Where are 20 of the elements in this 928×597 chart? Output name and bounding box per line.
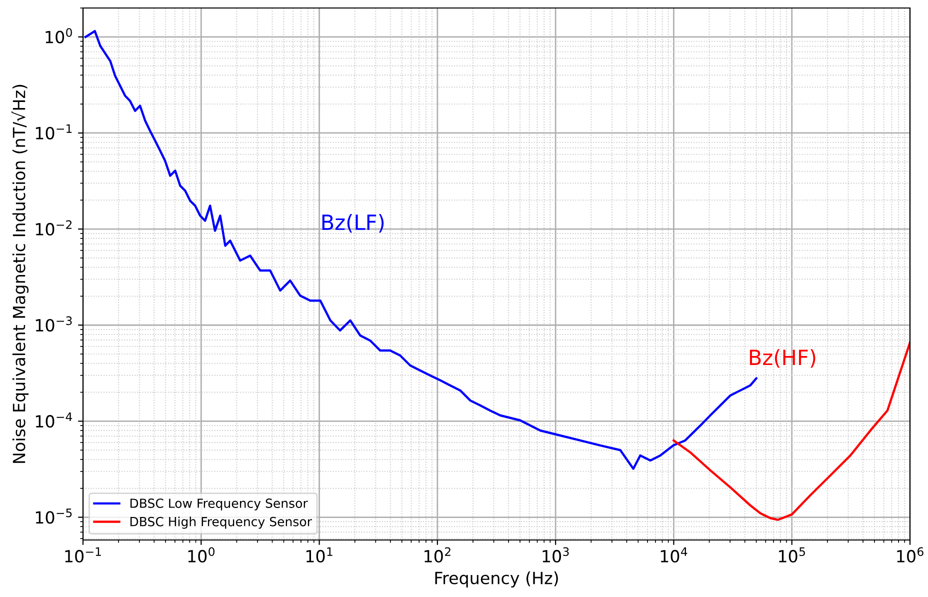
y-tick-label: 10$^{0}$: [46, 28, 72, 44]
x-tick-label: 10$^{3}$: [542, 547, 569, 562]
x-tick-label: 10$^{2}$: [424, 547, 450, 562]
y-tick-label: 10$^{−4}$: [36, 412, 72, 428]
y-tick-label: 10$^{−3}$: [36, 316, 72, 332]
x-tick-label: 10$^{1}$: [306, 547, 332, 563]
y-tick-label: 10$^{−1}$: [36, 124, 72, 140]
annotation: Bz(HF): [750, 349, 816, 368]
x-axis-title: Frequency (Hz): [435, 571, 558, 588]
legend-label: DBSC High Frequency Sensor: [130, 516, 312, 529]
legend-label: DBSC Low Frequency Sensor: [130, 498, 308, 510]
annotation: Bz(LF): [322, 214, 384, 233]
y-tick-label: 10$^{−2}$: [36, 220, 72, 236]
y-axis-title: Noise Equivalent Magnetic Induction (nT/√Hz): [12, 84, 29, 463]
x-tick-label: 10$^{0}$: [188, 547, 214, 562]
x-tick-label: 10$^{−1}$: [65, 547, 101, 563]
x-tick-label: 10$^{4}$: [660, 547, 688, 563]
y-tick-label: 10$^{−5}$: [36, 508, 72, 524]
x-tick-label: 10$^{5}$: [779, 547, 805, 563]
x-tick-label: 10$^{6}$: [897, 547, 924, 562]
